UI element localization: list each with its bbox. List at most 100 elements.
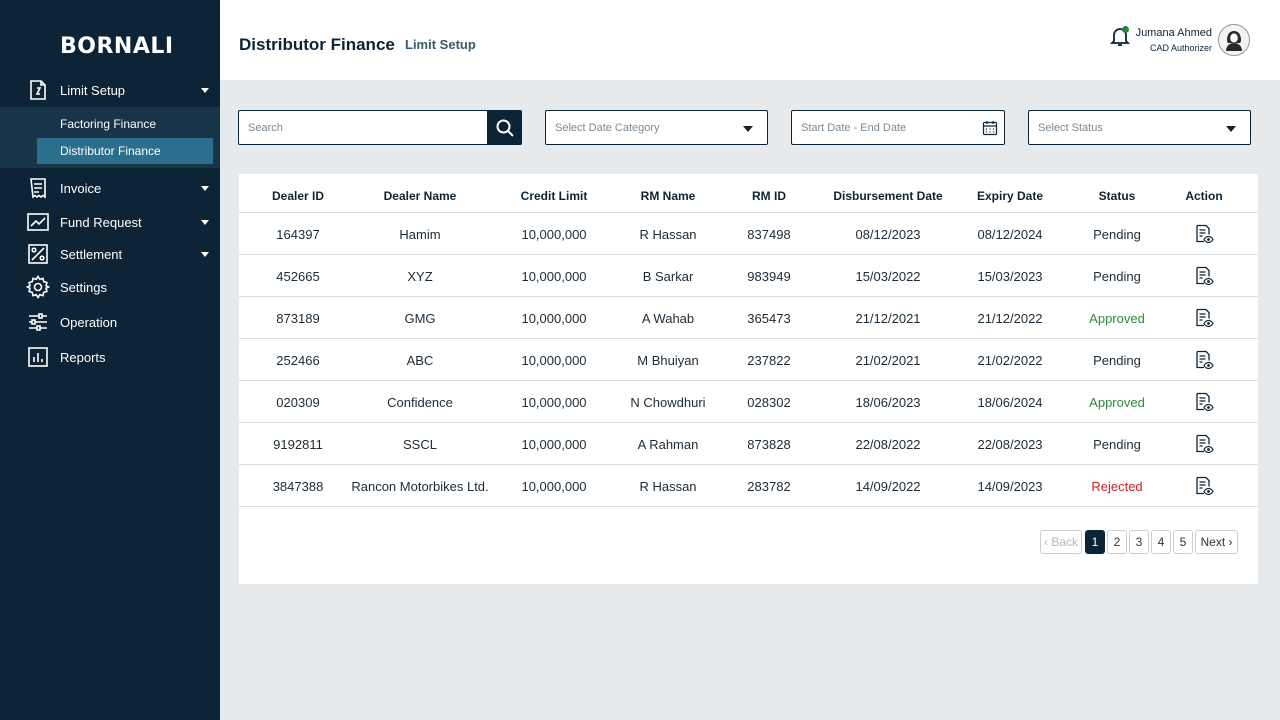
table-row[interactable]: 164397 Hamim 10,000,000 R Hassan 837498 08/12…	[239, 213, 1258, 255]
view-document-icon[interactable]	[1194, 476, 1214, 496]
view-document-icon[interactable]	[1194, 266, 1214, 286]
date-category-select[interactable]: Select Date Category	[545, 110, 768, 145]
column-header[interactable]: RM Name	[640, 189, 696, 203]
rm-name-cell: B Sarkar	[642, 269, 694, 284]
credit-limit-cell: 10,000,000	[521, 479, 587, 494]
table-row[interactable]: 452665 XYZ 10,000,000 B Sarkar 983949 15/03/2…	[239, 255, 1258, 297]
column-header[interactable]: Dealer Name	[383, 189, 457, 203]
chevron-down-icon	[201, 219, 209, 225]
sidebar-subitem-distributor-finance[interactable]: Distributor Finance	[37, 138, 213, 164]
pagination-page-2[interactable]: 2	[1107, 530, 1127, 554]
sidebar-item-label: Invoice	[60, 180, 102, 196]
credit-limit-cell: 10,000,000	[521, 269, 587, 284]
rm-name-cell: M Bhuiyan	[637, 353, 699, 368]
sidebar-item-limit-setup[interactable]: Limit Setup	[0, 73, 220, 107]
rm-id-cell: 028302	[747, 395, 791, 410]
rm-id-cell: 237822	[747, 353, 791, 368]
view-document-icon[interactable]	[1194, 350, 1214, 370]
dealer-id-cell: 252466	[276, 353, 320, 368]
calendar-icon	[982, 121, 998, 136]
view-document-icon[interactable]	[1194, 392, 1214, 412]
pagination-page-5[interactable]: 5	[1173, 530, 1193, 554]
sidebar-item-label: Fund Request	[60, 214, 142, 230]
pagination-page-4[interactable]: 4	[1151, 530, 1171, 554]
table-row[interactable]: 9192811 SSCL 10,000,000 A Rahman 873828 22/08…	[239, 423, 1258, 465]
disbursement-date-cell: 08/12/2023	[855, 227, 921, 242]
column-header: Action	[1185, 189, 1223, 203]
breadcrumb[interactable]: Limit Setup	[405, 37, 476, 52]
expiry-date-cell: 21/12/2022	[977, 311, 1043, 326]
credit-limit-cell: 10,000,000	[521, 437, 587, 452]
search-box	[238, 110, 522, 145]
status-cell: Approved	[1089, 311, 1145, 326]
sidebar-item-label: Operation	[60, 314, 118, 330]
dealer-id-cell: 3847388	[272, 479, 324, 494]
rm-id-cell: 873828	[747, 437, 791, 452]
sidebar-item-operation[interactable]: Operation	[0, 305, 220, 339]
dealer-id-cell: 164397	[276, 227, 320, 242]
disbursement-date-cell: 15/03/2022	[855, 269, 921, 284]
limit-setup-submenu: Factoring Finance Distributor Finance	[0, 107, 220, 168]
expiry-date-cell: 22/08/2023	[977, 437, 1043, 452]
expiry-date-cell: 14/09/2023	[977, 479, 1043, 494]
page-title: Distributor Finance	[239, 35, 395, 54]
dealer-name-cell: XYZ	[407, 269, 433, 284]
sidebar-subitem-factoring-finance[interactable]: Factoring Finance	[60, 117, 157, 131]
column-header[interactable]: Status	[1098, 189, 1136, 203]
dealer-table-card: Dealer ID Dealer Name Credit Limit RM Na…	[239, 174, 1258, 584]
column-header[interactable]: Credit Limit	[520, 189, 588, 203]
view-document-icon[interactable]	[1194, 434, 1214, 454]
status-cell: Pending	[1093, 227, 1141, 242]
pagination-page-3[interactable]: 3	[1129, 530, 1149, 554]
dealer-id-cell: 873189	[276, 311, 320, 326]
disbursement-date-cell: 21/12/2021	[855, 311, 921, 326]
top-header: Distributor Finance Limit Setup Jumana A…	[220, 0, 1280, 80]
user-role: CAD Authorizer	[1149, 43, 1212, 53]
user-name: Jumana Ahmed	[1135, 27, 1212, 39]
column-header[interactable]: RM ID	[752, 189, 786, 203]
sidebar-item-settlement[interactable]: Settlement	[0, 237, 220, 271]
disbursement-date-cell: 14/09/2022	[855, 479, 921, 494]
dealer-id-cell: 452665	[276, 269, 320, 284]
column-header[interactable]: Dealer ID	[271, 189, 325, 203]
sidebar-item-label: Limit Setup	[60, 82, 126, 98]
sidebar-item-fund-request[interactable]: Fund Request	[0, 205, 220, 239]
notification-dot	[1122, 26, 1129, 33]
view-document-icon[interactable]	[1194, 308, 1214, 328]
search-button[interactable]	[487, 110, 522, 145]
view-document-icon[interactable]	[1194, 224, 1214, 244]
table-row[interactable]: 3847388 Rancon Motorbikes Ltd. 10,000,000 R…	[239, 465, 1258, 507]
sidebar-item-invoice[interactable]: Invoice	[0, 171, 220, 205]
credit-limit-cell: 10,000,000	[521, 395, 587, 410]
pagination-back-button[interactable]: ‹ Back	[1040, 530, 1082, 554]
disbursement-date-cell: 21/02/2021	[855, 353, 921, 368]
table-row[interactable]: 873189 GMG 10,000,000 A Wahab 365473 21/12/20…	[239, 297, 1258, 339]
status-cell: Pending	[1093, 437, 1141, 452]
date-range-value: Start Date - End Date	[801, 122, 907, 134]
date-range-picker[interactable]: Start Date - End Date	[791, 110, 1005, 145]
table-row[interactable]: 252466 ABC 10,000,000 M Bhuiyan 237822 21/02/…	[239, 339, 1258, 381]
status-select[interactable]: Select Status	[1028, 110, 1251, 145]
status-cell: Pending	[1093, 353, 1141, 368]
credit-limit-cell: 10,000,000	[521, 311, 587, 326]
report-icon	[28, 347, 48, 367]
brand-logo: BORNALI	[60, 34, 174, 59]
search-input[interactable]	[239, 111, 488, 144]
column-header[interactable]: Disbursement Date	[833, 189, 943, 203]
gear-icon	[26, 275, 50, 299]
table-header: Dealer ID Dealer Name Credit Limit RM Na…	[239, 174, 1258, 213]
rm-id-cell: 365473	[747, 311, 791, 326]
rm-name-cell: R Hassan	[639, 227, 697, 242]
pagination-page-1[interactable]: 1	[1085, 530, 1105, 554]
rm-name-cell: N Chowdhuri	[630, 395, 706, 410]
sidebar-item-label: Settlement	[60, 246, 123, 262]
dealer-name-cell: GMG	[404, 311, 436, 326]
column-header[interactable]: Expiry Date	[976, 189, 1044, 203]
chevron-down-icon	[201, 251, 209, 257]
pagination-next-button[interactable]: Next ›	[1195, 530, 1238, 554]
table-row[interactable]: 020309 Confidence 10,000,000 N Chowdhuri 028…	[239, 381, 1258, 423]
sidebar-item-settings[interactable]: Settings	[0, 270, 220, 304]
sidebar-item-reports[interactable]: Reports	[0, 340, 220, 374]
search-icon	[496, 119, 514, 137]
avatar[interactable]	[1218, 24, 1250, 56]
